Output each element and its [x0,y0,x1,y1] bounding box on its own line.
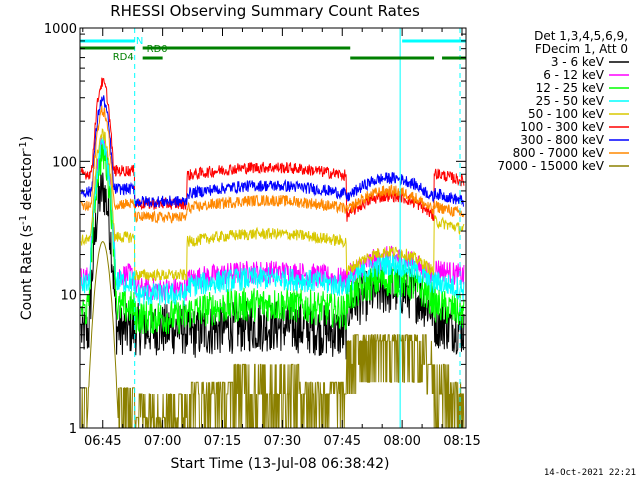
legend-label-7: 300 - 800 keV [520,133,604,147]
y-axis-label-sup2: -1 [18,141,29,151]
y-tick-label-2: 10 [60,289,77,304]
y-axis-label-main: Count Rate (s [19,225,35,320]
flag-label-rd4: RD4 [113,52,134,63]
x-tick-label-2: 07:00 [144,434,181,449]
chart-title: RHESSI Observing Summary Count Rates [110,2,420,20]
vertical-markers [134,28,461,428]
legend-label-4: 25 - 50 keV [536,94,605,108]
x-tick-label-1: 06:45 [84,434,121,449]
legend-label-2: 6 - 12 keV [543,68,605,82]
y-tick-label-1: 1 [69,422,77,437]
legend-label-6: 100 - 300 keV [520,120,604,134]
y-axis-label-mid: detector [19,151,35,215]
legend-label-5: 50 - 100 keV [528,107,605,121]
y-axis-label-sup1: -1 [18,215,29,225]
x-tick-label-4: 07:30 [264,434,301,449]
y-axis-label-end: ) [19,136,35,141]
x-tick-label-5: 07:45 [324,434,361,449]
legend-header-line-1: Det 1,3,4,5,6,9, [534,29,628,43]
x-axis-label: Start Time (13-Jul-08 06:38:42) [170,456,389,472]
legend-label-8: 800 - 7000 keV [513,146,605,160]
legend-label-1: 3 - 6 keV [551,55,605,69]
legend: Det 1,3,4,5,6,9, FDecim 1, Att 0 3 - 6 k… [497,29,629,173]
y-tick-label-4: 1000 [44,22,77,37]
x-tick-label-7: 08:15 [443,434,480,449]
legend-label-9: 7000 - 15000 keV [497,159,604,173]
y-tick-label-3: 100 [52,155,77,170]
plot-area: N RD0 RD4 [79,27,467,429]
x-tick-label-6: 08:00 [383,434,420,449]
legend-header-line-2: FDecim 1, Att 0 [535,42,628,56]
plot-frame [79,27,467,429]
y-axis: 1 10 100 1000 [44,22,466,437]
flag-label-rd0: RD0 [147,44,168,55]
y-axis-label: Count Rate (s-1 detector-1) [18,136,35,320]
x-axis: 06:45 07:00 07:15 07:30 07:45 08:00 08:15 [82,28,481,449]
footer-date: 14-Oct-2021 22:21 [544,468,636,478]
legend-label-3: 12 - 25 keV [536,81,605,95]
x-tick-label-3: 07:15 [204,434,241,449]
flag-label-n: N [136,36,143,47]
